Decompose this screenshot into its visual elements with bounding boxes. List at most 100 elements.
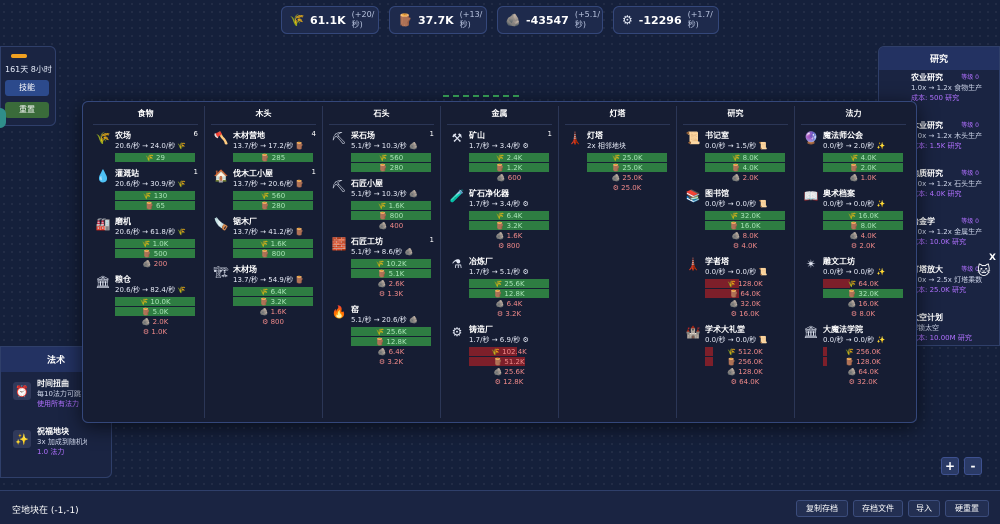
building-item[interactable]: 🗼 学者塔 0.0/秒 → 0.0/秒 📜 🌾 128.0K 🪵 64.0K 🪨 32.0…	[683, 256, 788, 318]
hall-icon: 🏰	[685, 325, 701, 339]
research-level: 等级 0	[961, 122, 979, 129]
building-name: 灯塔	[587, 131, 603, 140]
research-item[interactable]: 太空计划 解锁太空 成本: 10.00M 研究	[879, 310, 999, 345]
research-cost: 成本: 500 研究	[911, 94, 960, 102]
building-count: 6	[193, 130, 198, 138]
reset-button[interactable]: 重置	[5, 102, 49, 118]
cost-item: 🌾 1.0K	[115, 239, 195, 248]
building-item[interactable]: ⚗ 冶炼厂 1.7/秒 → 5.1/秒 ⚙ 🌾 25.6K 🪵 12.8K 🪨 6.4K ⚙…	[447, 256, 552, 318]
resource-value: 61.1K	[310, 13, 346, 27]
cost-item: 🌾 130	[115, 191, 195, 200]
building-item[interactable]: 🔮 魔法师公会 0.0/秒 → 2.0/秒 ✨ 🌾 4.0K 🪵 2.0K 🪨 1.0K	[801, 130, 906, 182]
save-file-button[interactable]: 存档文件	[853, 500, 903, 517]
cost-item: 🌾 8.0K	[705, 153, 785, 162]
building-item[interactable]: 📖 奥术档案 0.0/秒 → 0.0/秒 ✨ 🌾 16.0K 🪵 8.0K 🪨 4.0K ⚙…	[801, 188, 906, 250]
bottom-bar: 空地块在 (-1,-1) 复制存档 存档文件 导入 硬重置	[0, 490, 1000, 524]
building-name-row: 粮仓	[115, 274, 198, 285]
cost-item: 🪨 6.4K	[495, 299, 523, 308]
building-name: 学者塔	[705, 257, 729, 266]
zoom-in-button[interactable]: +	[941, 457, 959, 475]
building-item[interactable]: 🏛 粮仓 20.6/秒 → 82.4/秒 🌾 🌾 10.0K 🪵 5.0K 🪨 2.0K ⚙…	[93, 274, 198, 336]
cost-value: 🌾 128.0K	[727, 279, 763, 288]
research-item[interactable]: 木业研究 等级 0 1.0x → 1.2x 木头生产 成本: 1.5K 研究	[879, 118, 999, 166]
research-item[interactable]: 冶金学 等级 0 1.0x → 1.2x 金属生产 成本: 10.0K 研究	[879, 214, 999, 262]
import-button[interactable]: 导入	[908, 500, 940, 517]
building-name: 伐木工小屋	[233, 169, 273, 178]
building-rate: 0.0/秒 → 0.0/秒 ✨	[823, 268, 886, 276]
cost-value: 🌾 256.0K	[845, 347, 881, 356]
cost-item: 🪵 2.0K	[823, 163, 903, 172]
research-item[interactable]: 灯塔放大 等级 0 2.0x → 2.5x 灯塔乘数 成本: 25.0K 研究	[879, 262, 999, 310]
wood-icon: 🪵	[397, 13, 413, 27]
column-title: 灯塔	[565, 108, 670, 125]
building-count: 4	[311, 130, 316, 138]
cost-item: 🌾 10.2K	[351, 259, 431, 268]
cost-item: ⚙ 64.0K	[730, 377, 760, 386]
building-item[interactable]: ⚒ 矿山 1 1.7/秒 → 3.4/秒 ⚙ 🌾 2.4K 🪵 1.2K 🪨 600	[447, 130, 552, 182]
building-item[interactable]: 🏠 伐木工小屋 1 13.7/秒 → 20.6/秒 🪵 🌾 560 🪵 280	[211, 168, 316, 210]
building-rate: 20.6/秒 → 82.4/秒 🌾	[115, 286, 187, 294]
building-item[interactable]: ⛏ 石匠小屋 5.1/秒 → 10.3/秒 🪨 🌾 1.6K 🪵 800 🪨 400	[329, 178, 434, 230]
research-item[interactable]: 地质研究 等级 0 1.0x → 1.2x 石头生产 成本: 4.0K 研究	[879, 166, 999, 214]
building-name-row: 窑	[351, 304, 434, 315]
building-name: 农场	[115, 131, 131, 140]
building-name-row: 雕文工坊	[823, 256, 906, 267]
resource-wood: 🪵 37.7K (+13/秒)	[389, 6, 487, 34]
cost-item: 🪨 1.0K	[849, 173, 877, 182]
close-icon[interactable]: X	[989, 253, 996, 263]
progress-bar	[11, 54, 27, 58]
cost-item: 🪵 65	[115, 201, 195, 210]
research-desc: 1.0x → 1.2x 食物生产	[911, 84, 983, 92]
build-column: 食物 🌾 农场 6 20.6/秒 → 24.0/秒 🌾 🌾 29 💧 灌溉站 1 20.6/秒 →…	[87, 106, 205, 418]
cost-item: 🪨 25.6K	[493, 367, 525, 376]
build-column: 法力 🔮 魔法师公会 0.0/秒 → 2.0/秒 ✨ 🌾 4.0K 🪵 2.0K 🪨 1.0…	[795, 106, 912, 418]
building-item[interactable]: 💧 灌溉站 1 20.6/秒 → 30.9/秒 🌾 🌾 130 🪵 65	[93, 168, 198, 210]
building-item[interactable]: 🏛 大魔法学院 0.0/秒 → 0.0/秒 ✨ 🌾 256.0K 🪵 128.0K 🪨 6…	[801, 324, 906, 386]
cost-item: 🌾 4.0K	[823, 153, 903, 162]
building-item[interactable]: 🪚 锯木厂 13.7/秒 → 41.2/秒 🪵 🌾 1.6K 🪵 800	[211, 216, 316, 258]
building-item[interactable]: ⚙ 铸造厂 1.7/秒 → 6.9/秒 ⚙ 🌾 102.4K 🪵 51.2K 🪨 25.6…	[447, 324, 552, 386]
building-rate: 1.7/秒 → 5.1/秒 ⚙	[469, 268, 529, 276]
zoom-out-button[interactable]: -	[964, 457, 982, 475]
copy-save-button[interactable]: 复制存档	[796, 500, 848, 517]
cost-item: 🪨 2.0K	[141, 317, 169, 326]
building-item[interactable]: ✴ 雕文工坊 0.0/秒 → 0.0/秒 ✨ 🌾 64.0K 🪵 32.0K 🪨 16.0…	[801, 256, 906, 318]
furnace-icon: ⚗	[451, 257, 463, 271]
building-item[interactable]: 🏭 磨机 20.6/秒 → 61.8/秒 🌾 🌾 1.0K 🪵 500 🪨 200	[93, 216, 198, 268]
building-name-row: 大魔法学院	[823, 324, 906, 335]
building-name: 锯木厂	[233, 217, 257, 226]
building-item[interactable]: 📜 书记室 0.0/秒 → 1.5/秒 📜 🌾 8.0K 🪵 4.0K 🪨 2.0K	[683, 130, 788, 182]
building-item[interactable]: 🗼 灯塔 2x 相邻地块 🌾 25.0K 🪵 25.0K 🪨 25.0K ⚙ 25.0K	[565, 130, 670, 192]
building-count: 1	[311, 168, 316, 176]
skill-button[interactable]: 技能	[5, 80, 49, 96]
water-drop-icon: 💧	[95, 169, 111, 183]
build-menu: 食物 🌾 农场 6 20.6/秒 → 24.0/秒 🌾 🌾 29 💧 灌溉站 1 20.6/秒 →…	[82, 101, 917, 423]
building-item[interactable]: 🏰 学术大礼堂 0.0/秒 → 0.0/秒 📜 🌾 512.0K 🪵 256.0K 🪨 1…	[683, 324, 788, 386]
panel-toggle[interactable]	[0, 108, 6, 128]
cost-item: ⚙ 2.0K	[850, 241, 876, 250]
building-item[interactable]: 📚 图书馆 0.0/秒 → 0.0/秒 📜 🌾 32.0K 🪵 16.0K 🪨 8.0K ⚙…	[683, 188, 788, 250]
building-rate: 13.7/秒 → 54.9/秒 🪵	[233, 276, 305, 284]
building-name: 粮仓	[115, 275, 131, 284]
building-item[interactable]: 🌾 农场 6 20.6/秒 → 24.0/秒 🌾 🌾 29	[93, 130, 198, 162]
hard-reset-button[interactable]: 硬重置	[945, 500, 989, 517]
building-item[interactable]: 🧱 石匠工坊 1 5.1/秒 → 8.6/秒 🪨 🌾 10.2K 🪵 5.1K 🪨 2.6K…	[329, 236, 434, 298]
research-level: 等级 0	[961, 218, 979, 225]
building-item[interactable]: 🪓 木材营地 4 13.7/秒 → 17.2/秒 🪵 🪵 285	[211, 130, 316, 162]
building-item[interactable]: ⛏ 采石场 1 5.1/秒 → 10.3/秒 🪨 🌾 560 🪵 280	[329, 130, 434, 172]
research-item[interactable]: 农业研究 等级 0 1.0x → 1.2x 食物生产 成本: 500 研究	[879, 70, 999, 118]
building-name-row: 木材营地 4	[233, 130, 316, 141]
cost-item: 🪨 200	[142, 259, 168, 268]
spell-item[interactable]: ✨ 祝福地块 3x 加成到随机地块 1.0 法力	[1, 420, 111, 468]
building-item[interactable]: 🧪 矿石净化器 1.7/秒 → 3.4/秒 ⚙ 🌾 6.4K 🪵 3.2K 🪨 1.6K ⚙…	[447, 188, 552, 250]
cost-item: 🪨 2.0K	[731, 173, 759, 182]
cost-item: 🪵 800	[233, 249, 313, 258]
research-desc: 解锁太空	[911, 324, 939, 332]
farm-icon: 🌾	[95, 131, 111, 145]
building-rate: 20.6/秒 → 24.0/秒 🌾	[115, 142, 187, 150]
building-rate: 5.1/秒 → 10.3/秒 🪨	[351, 190, 418, 198]
building-item[interactable]: 🏗 木材场 13.7/秒 → 54.9/秒 🪵 🌾 6.4K 🪵 3.2K 🪨 1.6K ⚙…	[211, 264, 316, 326]
spell-item[interactable]: ⏰ 时间扭曲 每10法力可跳 使用所有法力	[1, 372, 111, 420]
build-column: 研究 📜 书记室 0.0/秒 → 1.5/秒 📜 🌾 8.0K 🪵 4.0K 🪨 2.0K 📚…	[677, 106, 795, 418]
building-item[interactable]: 🔥 窑 5.1/秒 → 20.6/秒 🪨 🌾 25.6K 🪵 12.8K 🪨 6.4K ⚙ …	[329, 304, 434, 366]
